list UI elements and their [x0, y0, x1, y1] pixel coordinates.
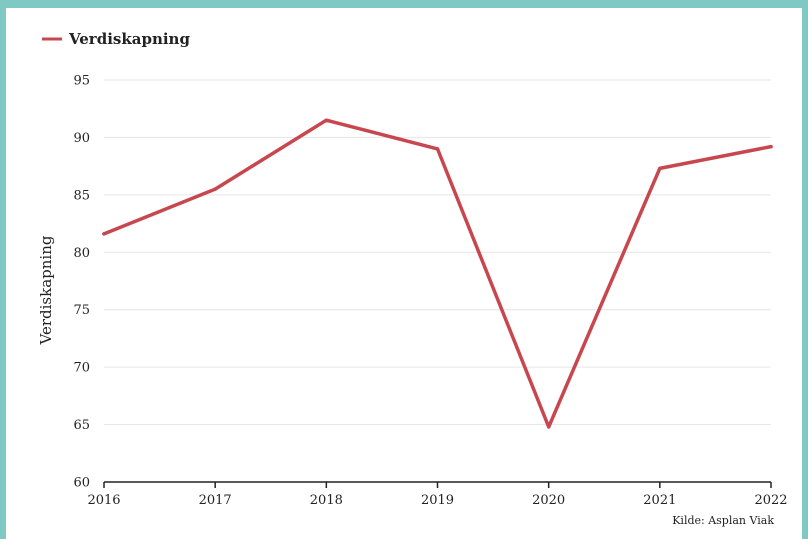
legend-label: Verdiskapning [68, 30, 190, 48]
x-tick-label: 2021 [643, 493, 676, 508]
x-tick-label: 2019 [421, 493, 454, 508]
x-tick-label: 2020 [532, 493, 565, 508]
series-line-verdiskapning [102, 118, 773, 429]
y-tick-label: 85 [73, 188, 90, 203]
y-axis-title: Verdiskapning [37, 235, 55, 345]
data-point [435, 147, 440, 151]
y-tick-label: 70 [73, 361, 90, 376]
data-point [102, 232, 106, 236]
data-point [324, 118, 329, 122]
data-point [658, 166, 662, 171]
data-point [769, 144, 773, 149]
data-point [546, 425, 551, 429]
y-tick-label: 80 [73, 246, 90, 261]
x-tick-label: 2016 [87, 493, 120, 508]
y-tick-label: 75 [73, 303, 90, 318]
gridlines [104, 79, 771, 426]
data-point [213, 187, 217, 191]
x-axis-ticks: 2016 2017 2018 2019 2020 2021 2022 [87, 482, 788, 508]
source-credit: Kilde: Asplan Viak [672, 514, 774, 527]
legend: Verdiskapning [42, 30, 190, 48]
x-tick-label: 2018 [310, 493, 343, 508]
x-tick-label: 2022 [754, 493, 787, 508]
y-tick-label: 90 [73, 131, 90, 146]
y-tick-label: 65 [73, 418, 90, 433]
line-chart: Verdiskapning Verdiskapning 60 65 70 75 80 85… [37, 30, 788, 527]
chart-panel: Verdiskapning Verdiskapning 60 65 70 75 80 85… [6, 8, 802, 539]
y-axis-ticks: 60 65 70 75 80 85 90 95 [73, 74, 90, 491]
x-tick-label: 2017 [199, 493, 232, 508]
y-tick-label: 95 [73, 74, 90, 89]
y-tick-label: 60 [73, 476, 90, 491]
